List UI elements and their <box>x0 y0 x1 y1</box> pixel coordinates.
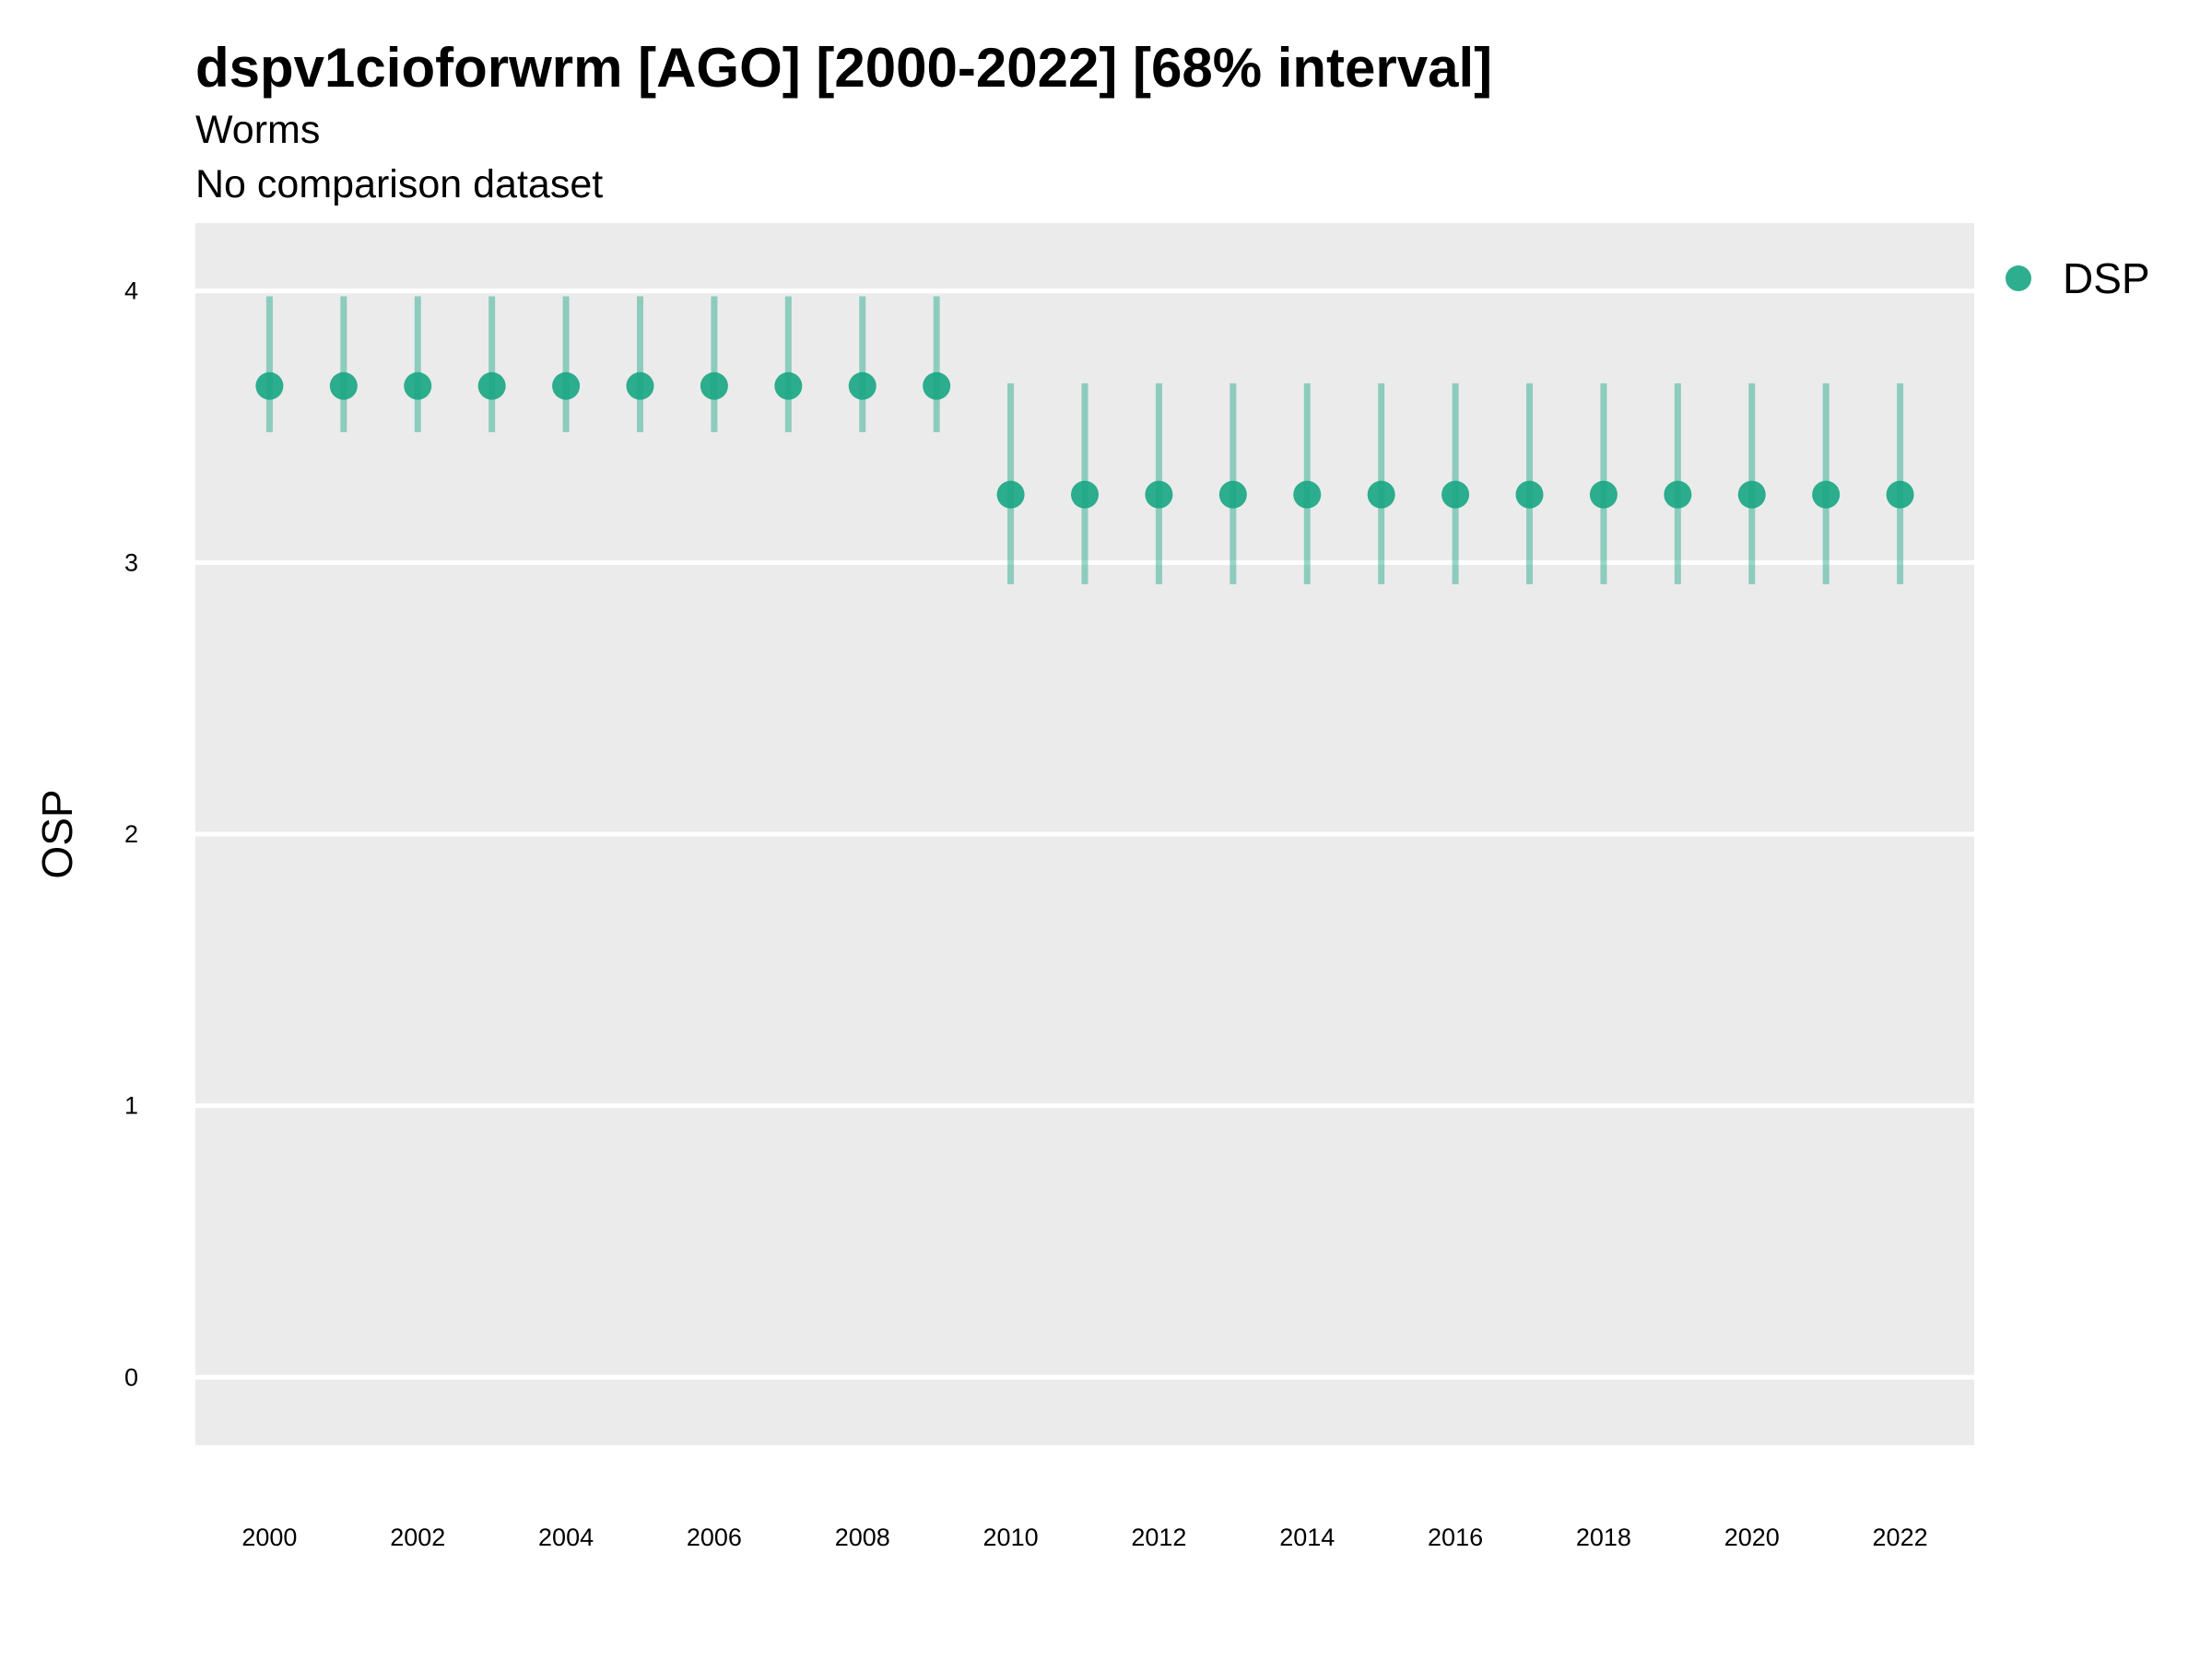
y-tick-label-4: 4 <box>124 277 138 305</box>
legend-marker-dsp <box>2006 265 2031 291</box>
data-point-2012 <box>1145 480 1173 509</box>
data-point-2014 <box>1293 480 1322 509</box>
data-point-2001 <box>329 371 358 400</box>
data-point-2005 <box>626 371 654 400</box>
y-tick-label-0: 0 <box>124 1363 138 1391</box>
y-tick-label-3: 3 <box>124 548 138 576</box>
data-point-2007 <box>774 371 803 400</box>
x-tick-label-2016: 2016 <box>1428 1524 1483 1551</box>
data-point-2009 <box>923 371 951 400</box>
data-point-2000 <box>255 371 284 400</box>
data-point-2003 <box>477 371 506 400</box>
grid-lines <box>195 288 1974 1380</box>
y-tick-label-2: 2 <box>124 820 138 848</box>
chart-title: dspv1cioforwrm [AGO] [2000-2022] [68% in… <box>195 37 1492 99</box>
y-axis-title: OSP <box>33 789 81 878</box>
data-point-2002 <box>404 371 432 400</box>
x-tick-label-2002: 2002 <box>390 1524 445 1551</box>
chart-subtitle-line-1: Worms <box>195 108 320 152</box>
data-point-2022 <box>1886 480 1914 509</box>
data-point-2008 <box>848 371 877 400</box>
x-tick-label-2000: 2000 <box>241 1524 297 1551</box>
data-point-2017 <box>1515 480 1544 509</box>
x-tick-label-2022: 2022 <box>1873 1524 1928 1551</box>
data-point-2020 <box>1737 480 1766 509</box>
legend-label-dsp: DSP <box>2063 254 2150 302</box>
x-tick-label-2020: 2020 <box>1724 1524 1780 1551</box>
data-point-2015 <box>1367 480 1395 509</box>
data-point-2006 <box>700 371 728 400</box>
data-point-2016 <box>1441 480 1470 509</box>
x-axis-ticks: 2000 2002 2004 2006 2008 2010 2012 2014 2016 2018… <box>241 1524 1927 1551</box>
data-point-2019 <box>1664 480 1692 509</box>
data-points <box>255 371 1914 509</box>
x-tick-label-2008: 2008 <box>835 1524 890 1551</box>
data-point-2013 <box>1218 480 1247 509</box>
data-point-2021 <box>1812 480 1841 509</box>
data-point-2010 <box>996 480 1025 509</box>
x-tick-label-2004: 2004 <box>538 1524 594 1551</box>
x-tick-label-2014: 2014 <box>1279 1524 1335 1551</box>
x-tick-label-2012: 2012 <box>1131 1524 1186 1551</box>
chart-subtitle-line-2: No comparison dataset <box>195 162 603 206</box>
x-tick-label-2018: 2018 <box>1576 1524 1631 1551</box>
data-point-2004 <box>552 371 581 400</box>
y-axis-ticks: 0 1 2 3 4 <box>124 277 138 1392</box>
legend: DSP <box>2006 254 2150 302</box>
x-tick-label-2010: 2010 <box>983 1524 1039 1551</box>
data-point-2018 <box>1589 480 1618 509</box>
y-tick-label-1: 1 <box>124 1092 138 1120</box>
data-point-2011 <box>1071 480 1099 509</box>
x-tick-label-2006: 2006 <box>687 1524 742 1551</box>
